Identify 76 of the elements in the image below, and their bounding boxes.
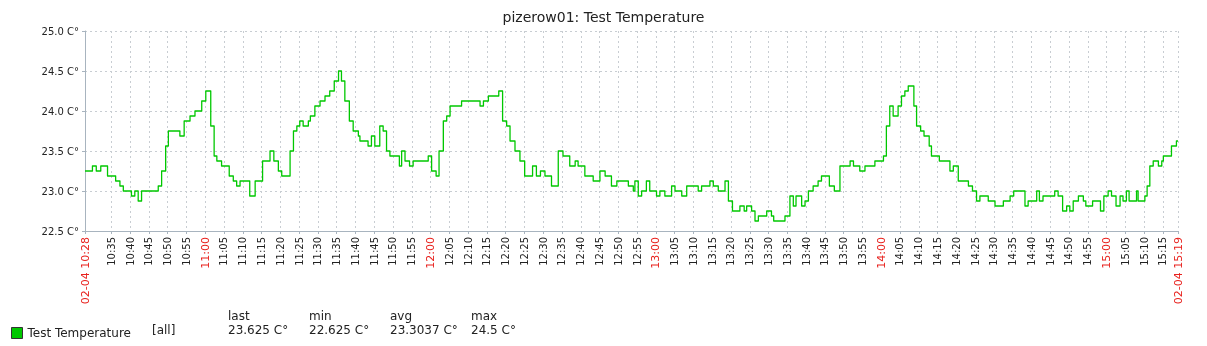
text: 24.5 C° <box>471 323 516 337</box>
x-tick-label: 13:55 <box>856 237 868 266</box>
x-tick-label: 12:00 <box>423 237 437 269</box>
x-tick-label: 13:00 <box>649 237 663 269</box>
x-tick-label: 12:40 <box>575 237 587 266</box>
text: 23.3037 C° <box>389 323 458 337</box>
x-tick-label: 12:35 <box>556 237 568 266</box>
x-tick-label: 11:30 <box>312 237 324 266</box>
y-tick-label: 22.5 C° <box>41 225 79 237</box>
text: [all] <box>152 323 176 337</box>
text: max <box>470 309 498 323</box>
y-tick-label: 24.0 C° <box>41 105 79 117</box>
x-tick-label: 14:00 <box>874 237 888 269</box>
x-tick-label: 14:55 <box>1082 237 1094 266</box>
x-tick-label: 14:15 <box>932 237 944 266</box>
x-tick-label: 12:30 <box>537 237 549 266</box>
x-tick-label: 11:20 <box>274 237 286 266</box>
x-tick-label: 13:30 <box>763 237 775 266</box>
x-tick-label: 13:45 <box>819 237 831 266</box>
legend-label: Test Temperature <box>26 326 131 340</box>
x-tick-label: 12:10 <box>462 237 474 266</box>
x-tick-label: 10:50 <box>161 237 173 266</box>
x-tick-label: 11:15 <box>255 237 267 266</box>
x-tick-label: 11:45 <box>368 237 380 266</box>
text: avg <box>390 309 413 323</box>
x-tick-label: 10:40 <box>124 237 136 266</box>
x-tick-label: 12:05 <box>443 237 455 266</box>
x-tick-label: 15:15 <box>1157 237 1169 266</box>
x-tick-label: 13:50 <box>838 237 850 266</box>
x-tick-label: 14:30 <box>988 237 1000 266</box>
x-tick-label: 02-04 10:28 <box>78 237 92 305</box>
x-tick-label: 12:15 <box>481 237 493 266</box>
x-tick-label: 14:40 <box>1026 237 1038 266</box>
x-tick-label: 14:05 <box>894 237 906 266</box>
x-tick-label: 14:20 <box>950 237 962 266</box>
x-tick-label: 11:00 <box>198 237 212 269</box>
x-tick-label: 12:55 <box>631 237 643 266</box>
y-tick-label: 23.5 C° <box>41 145 79 157</box>
y-tick-label: 24.5 C° <box>41 65 79 77</box>
text: last <box>227 309 250 323</box>
x-tick-label: 13:20 <box>725 237 737 266</box>
x-tick-label: 11:05 <box>218 237 230 266</box>
x-tick-label: 13:25 <box>744 237 756 266</box>
y-tick-label: 23.0 C° <box>41 185 79 197</box>
x-tick-label: 15:00 <box>1100 237 1114 269</box>
x-tick-label: 14:35 <box>1007 237 1019 266</box>
x-tick-label: 14:45 <box>1044 237 1056 266</box>
x-tick-label: 15:05 <box>1119 237 1131 266</box>
x-tick-label: 13:40 <box>800 237 812 266</box>
x-tick-label: 10:45 <box>143 237 155 266</box>
x-tick-label: 11:55 <box>406 237 418 266</box>
x-tick-label: 13:10 <box>687 237 699 266</box>
x-tick-label: 14:50 <box>1063 237 1075 266</box>
x-tick-label: 12:20 <box>500 237 512 266</box>
text: 22.625 C° <box>309 323 370 337</box>
x-tick-label: 14:25 <box>969 237 981 266</box>
x-tick-label: 14:10 <box>913 237 925 266</box>
x-tick-label: 13:15 <box>706 237 718 266</box>
x-tick-label: 11:35 <box>331 237 342 266</box>
x-tick-label: 12:25 <box>518 237 530 266</box>
x-tick-label: 11:40 <box>349 237 361 266</box>
chart-title: pizerow01: Test Temperature <box>502 9 705 25</box>
x-tick-label: 12:50 <box>612 237 624 266</box>
text: min <box>308 309 332 323</box>
x-tick-label: 13:05 <box>669 237 681 266</box>
x-tick-label: 10:55 <box>180 237 192 266</box>
x-tick-label: 11:10 <box>237 237 249 266</box>
x-tick-label: 11:25 <box>293 237 305 266</box>
y-tick-label: 25.0 C° <box>41 25 79 37</box>
x-tick-label: 10:35 <box>105 237 117 266</box>
x-tick-label: 15:10 <box>1138 237 1150 266</box>
x-tick-label: 02-04 15:19 <box>1171 237 1185 305</box>
x-tick-label: 13:35 <box>781 237 793 266</box>
x-tick-label: 11:50 <box>387 237 399 266</box>
text: 23.625 C° <box>228 323 289 337</box>
x-tick-label: 12:45 <box>594 237 605 266</box>
